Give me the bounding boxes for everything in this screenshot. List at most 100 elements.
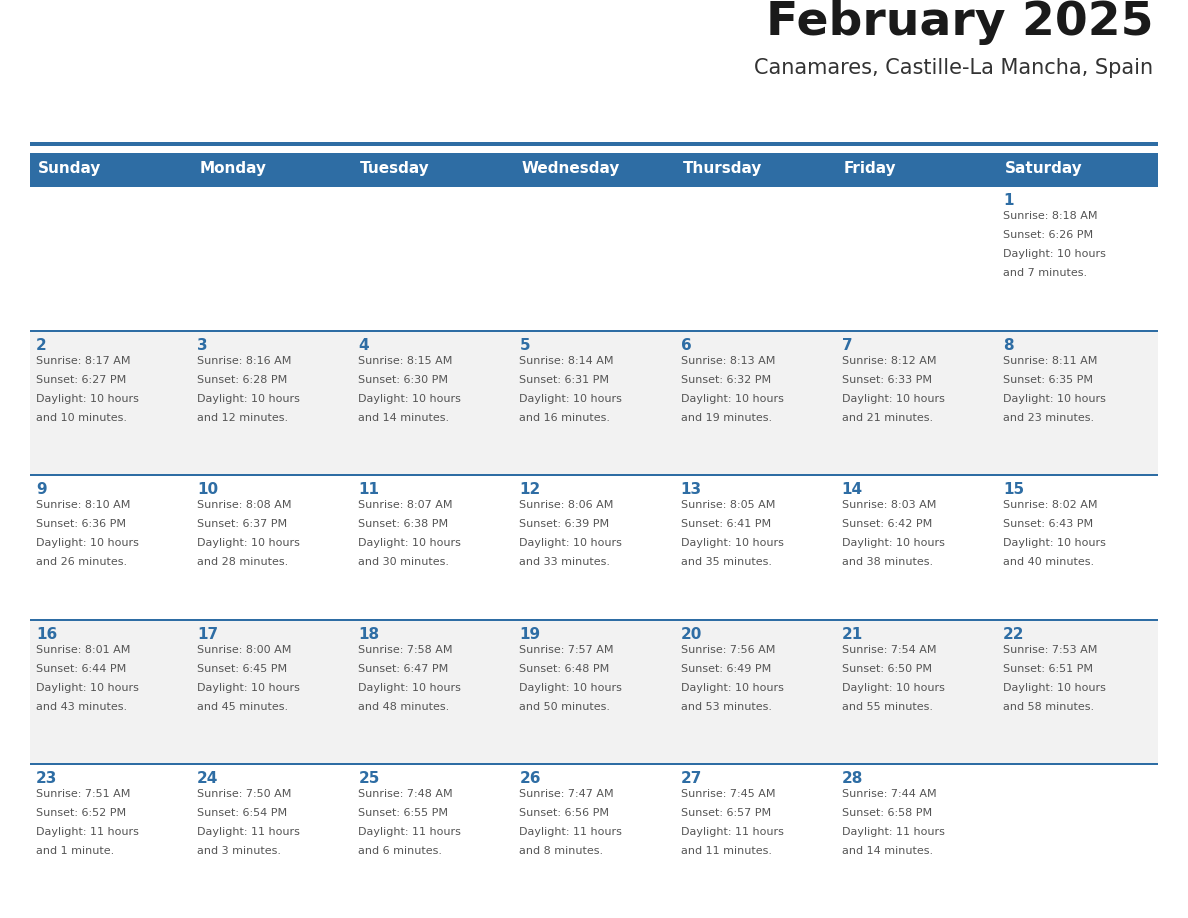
- Text: Daylight: 10 hours: Daylight: 10 hours: [1003, 249, 1106, 259]
- Text: Sunset: 6:41 PM: Sunset: 6:41 PM: [681, 520, 771, 529]
- Text: Monday: Monday: [200, 162, 266, 176]
- Text: Sunrise: 7:50 AM: Sunrise: 7:50 AM: [197, 789, 291, 800]
- Text: Sunset: 6:37 PM: Sunset: 6:37 PM: [197, 520, 287, 529]
- Text: Daylight: 10 hours: Daylight: 10 hours: [1003, 538, 1106, 548]
- Text: Sunrise: 7:58 AM: Sunrise: 7:58 AM: [359, 644, 453, 655]
- Text: 6: 6: [681, 338, 691, 353]
- Text: Sunset: 6:43 PM: Sunset: 6:43 PM: [1003, 520, 1093, 529]
- Text: and 55 minutes.: and 55 minutes.: [842, 701, 933, 711]
- Text: Sunset: 6:39 PM: Sunset: 6:39 PM: [519, 520, 609, 529]
- Text: Tuesday: Tuesday: [360, 162, 430, 176]
- Text: Saturday: Saturday: [1005, 162, 1082, 176]
- Text: Sunset: 6:45 PM: Sunset: 6:45 PM: [197, 664, 287, 674]
- Text: Daylight: 10 hours: Daylight: 10 hours: [842, 394, 944, 404]
- Text: Sunset: 6:28 PM: Sunset: 6:28 PM: [197, 375, 287, 385]
- Text: Daylight: 11 hours: Daylight: 11 hours: [519, 827, 623, 837]
- Text: Sunrise: 8:13 AM: Sunrise: 8:13 AM: [681, 355, 775, 365]
- Text: Sunset: 6:26 PM: Sunset: 6:26 PM: [1003, 230, 1093, 240]
- Text: 4: 4: [359, 338, 369, 353]
- Text: Sunset: 6:52 PM: Sunset: 6:52 PM: [36, 809, 126, 819]
- Text: 11: 11: [359, 482, 379, 498]
- Text: Sunrise: 8:07 AM: Sunrise: 8:07 AM: [359, 500, 453, 510]
- Text: Daylight: 10 hours: Daylight: 10 hours: [197, 538, 301, 548]
- Text: 3: 3: [197, 338, 208, 353]
- Text: Daylight: 10 hours: Daylight: 10 hours: [681, 538, 783, 548]
- Text: 23: 23: [36, 771, 57, 787]
- Text: Thursday: Thursday: [683, 162, 762, 176]
- Polygon shape: [138, 708, 170, 738]
- Text: Daylight: 10 hours: Daylight: 10 hours: [519, 683, 623, 693]
- Text: Sunset: 6:51 PM: Sunset: 6:51 PM: [1003, 664, 1093, 674]
- Text: Sunset: 6:35 PM: Sunset: 6:35 PM: [1003, 375, 1093, 385]
- Text: 7: 7: [842, 338, 852, 353]
- Text: and 14 minutes.: and 14 minutes.: [842, 846, 933, 856]
- Text: 19: 19: [519, 627, 541, 642]
- Text: and 40 minutes.: and 40 minutes.: [1003, 557, 1094, 567]
- Text: Sunrise: 8:02 AM: Sunrise: 8:02 AM: [1003, 500, 1098, 510]
- Text: Daylight: 11 hours: Daylight: 11 hours: [842, 827, 944, 837]
- Text: Daylight: 10 hours: Daylight: 10 hours: [842, 538, 944, 548]
- Text: Sunrise: 8:01 AM: Sunrise: 8:01 AM: [36, 644, 131, 655]
- Text: Sunrise: 8:03 AM: Sunrise: 8:03 AM: [842, 500, 936, 510]
- Text: Daylight: 11 hours: Daylight: 11 hours: [359, 827, 461, 837]
- Text: Sunrise: 7:51 AM: Sunrise: 7:51 AM: [36, 789, 131, 800]
- Text: Sunrise: 8:10 AM: Sunrise: 8:10 AM: [36, 500, 131, 510]
- Text: and 16 minutes.: and 16 minutes.: [519, 412, 611, 422]
- Text: Sunrise: 8:00 AM: Sunrise: 8:00 AM: [197, 644, 291, 655]
- Text: and 19 minutes.: and 19 minutes.: [681, 412, 772, 422]
- Text: and 14 minutes.: and 14 minutes.: [359, 412, 449, 422]
- Text: Daylight: 10 hours: Daylight: 10 hours: [197, 683, 301, 693]
- Text: Daylight: 10 hours: Daylight: 10 hours: [197, 394, 301, 404]
- Text: and 28 minutes.: and 28 minutes.: [197, 557, 289, 567]
- Text: 21: 21: [842, 627, 862, 642]
- Text: Sunrise: 7:53 AM: Sunrise: 7:53 AM: [1003, 644, 1098, 655]
- Text: Daylight: 10 hours: Daylight: 10 hours: [519, 394, 623, 404]
- Text: 8: 8: [1003, 338, 1013, 353]
- Text: 24: 24: [197, 771, 219, 787]
- Text: Daylight: 10 hours: Daylight: 10 hours: [359, 683, 461, 693]
- Text: and 35 minutes.: and 35 minutes.: [681, 557, 771, 567]
- Text: Sunrise: 7:57 AM: Sunrise: 7:57 AM: [519, 644, 614, 655]
- Text: Sunset: 6:55 PM: Sunset: 6:55 PM: [359, 809, 448, 819]
- Text: 17: 17: [197, 627, 219, 642]
- Text: Canamares, Castille-La Mancha, Spain: Canamares, Castille-La Mancha, Spain: [754, 58, 1154, 78]
- Text: and 21 minutes.: and 21 minutes.: [842, 412, 933, 422]
- Text: Daylight: 10 hours: Daylight: 10 hours: [36, 683, 139, 693]
- Text: Sunrise: 7:47 AM: Sunrise: 7:47 AM: [519, 789, 614, 800]
- Text: and 3 minutes.: and 3 minutes.: [197, 846, 282, 856]
- Text: and 38 minutes.: and 38 minutes.: [842, 557, 933, 567]
- Text: Daylight: 10 hours: Daylight: 10 hours: [681, 394, 783, 404]
- Text: 16: 16: [36, 627, 57, 642]
- Text: Sunrise: 8:14 AM: Sunrise: 8:14 AM: [519, 355, 614, 365]
- Text: Sunset: 6:54 PM: Sunset: 6:54 PM: [197, 809, 287, 819]
- Text: 1: 1: [1003, 193, 1013, 208]
- Text: Sunset: 6:48 PM: Sunset: 6:48 PM: [519, 664, 609, 674]
- Text: 20: 20: [681, 627, 702, 642]
- Text: Sunrise: 7:54 AM: Sunrise: 7:54 AM: [842, 644, 936, 655]
- Text: Sunset: 6:42 PM: Sunset: 6:42 PM: [842, 520, 931, 529]
- Text: Sunrise: 8:11 AM: Sunrise: 8:11 AM: [1003, 355, 1098, 365]
- Text: 15: 15: [1003, 482, 1024, 498]
- Text: and 6 minutes.: and 6 minutes.: [359, 846, 442, 856]
- Text: 13: 13: [681, 482, 702, 498]
- Text: Sunset: 6:27 PM: Sunset: 6:27 PM: [36, 375, 126, 385]
- Text: and 53 minutes.: and 53 minutes.: [681, 701, 771, 711]
- Text: Sunrise: 8:05 AM: Sunrise: 8:05 AM: [681, 500, 775, 510]
- Text: Sunrise: 8:08 AM: Sunrise: 8:08 AM: [197, 500, 291, 510]
- Text: Sunrise: 7:45 AM: Sunrise: 7:45 AM: [681, 789, 775, 800]
- Text: and 30 minutes.: and 30 minutes.: [359, 557, 449, 567]
- Text: Daylight: 10 hours: Daylight: 10 hours: [842, 683, 944, 693]
- Text: Daylight: 10 hours: Daylight: 10 hours: [36, 538, 139, 548]
- Text: and 50 minutes.: and 50 minutes.: [519, 701, 611, 711]
- Text: Sunrise: 8:06 AM: Sunrise: 8:06 AM: [519, 500, 614, 510]
- Text: Sunrise: 8:16 AM: Sunrise: 8:16 AM: [197, 355, 291, 365]
- Text: Sunset: 6:32 PM: Sunset: 6:32 PM: [681, 375, 771, 385]
- Text: Sunrise: 7:48 AM: Sunrise: 7:48 AM: [359, 789, 453, 800]
- Text: and 1 minute.: and 1 minute.: [36, 846, 114, 856]
- Text: Sunset: 6:30 PM: Sunset: 6:30 PM: [359, 375, 448, 385]
- Text: and 26 minutes.: and 26 minutes.: [36, 557, 127, 567]
- Text: Daylight: 11 hours: Daylight: 11 hours: [197, 827, 301, 837]
- Text: and 33 minutes.: and 33 minutes.: [519, 557, 611, 567]
- Text: 5: 5: [519, 338, 530, 353]
- Text: Sunset: 6:50 PM: Sunset: 6:50 PM: [842, 664, 931, 674]
